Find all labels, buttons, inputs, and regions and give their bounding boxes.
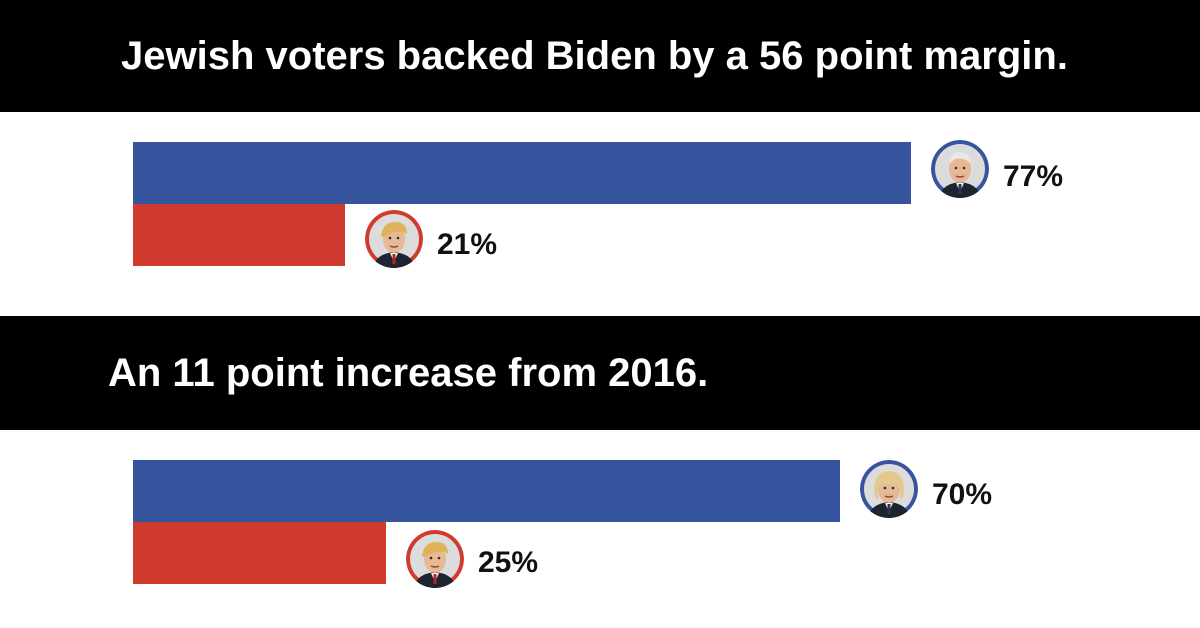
clinton-portrait-icon (860, 460, 918, 518)
chart-title-text: An 11 point increase from 2016. (108, 350, 709, 395)
bar-clinton (133, 460, 840, 522)
bar-trump (133, 522, 386, 584)
chart-title-text: Jewish voters backed Biden by a 56 point… (121, 33, 1068, 78)
bar-trump (133, 204, 345, 266)
data-label-trump: 25% (478, 546, 539, 579)
trump-portrait-icon (406, 530, 464, 588)
bar-chart-2020: 77% 21% (0, 112, 1200, 316)
biden-portrait-icon (931, 140, 989, 198)
chart-title-biden-margin: Jewish voters backed Biden by a 56 point… (0, 0, 1200, 112)
trump-portrait-icon (365, 210, 423, 268)
data-label-trump: 21% (437, 228, 498, 261)
data-label-biden: 77% (1003, 160, 1064, 193)
chart-title-increase: An 11 point increase from 2016. (0, 316, 1200, 430)
data-label-clinton: 70% (932, 478, 993, 511)
bar-biden (133, 142, 911, 204)
bar-chart-2016: 70% 25% (0, 430, 1200, 628)
